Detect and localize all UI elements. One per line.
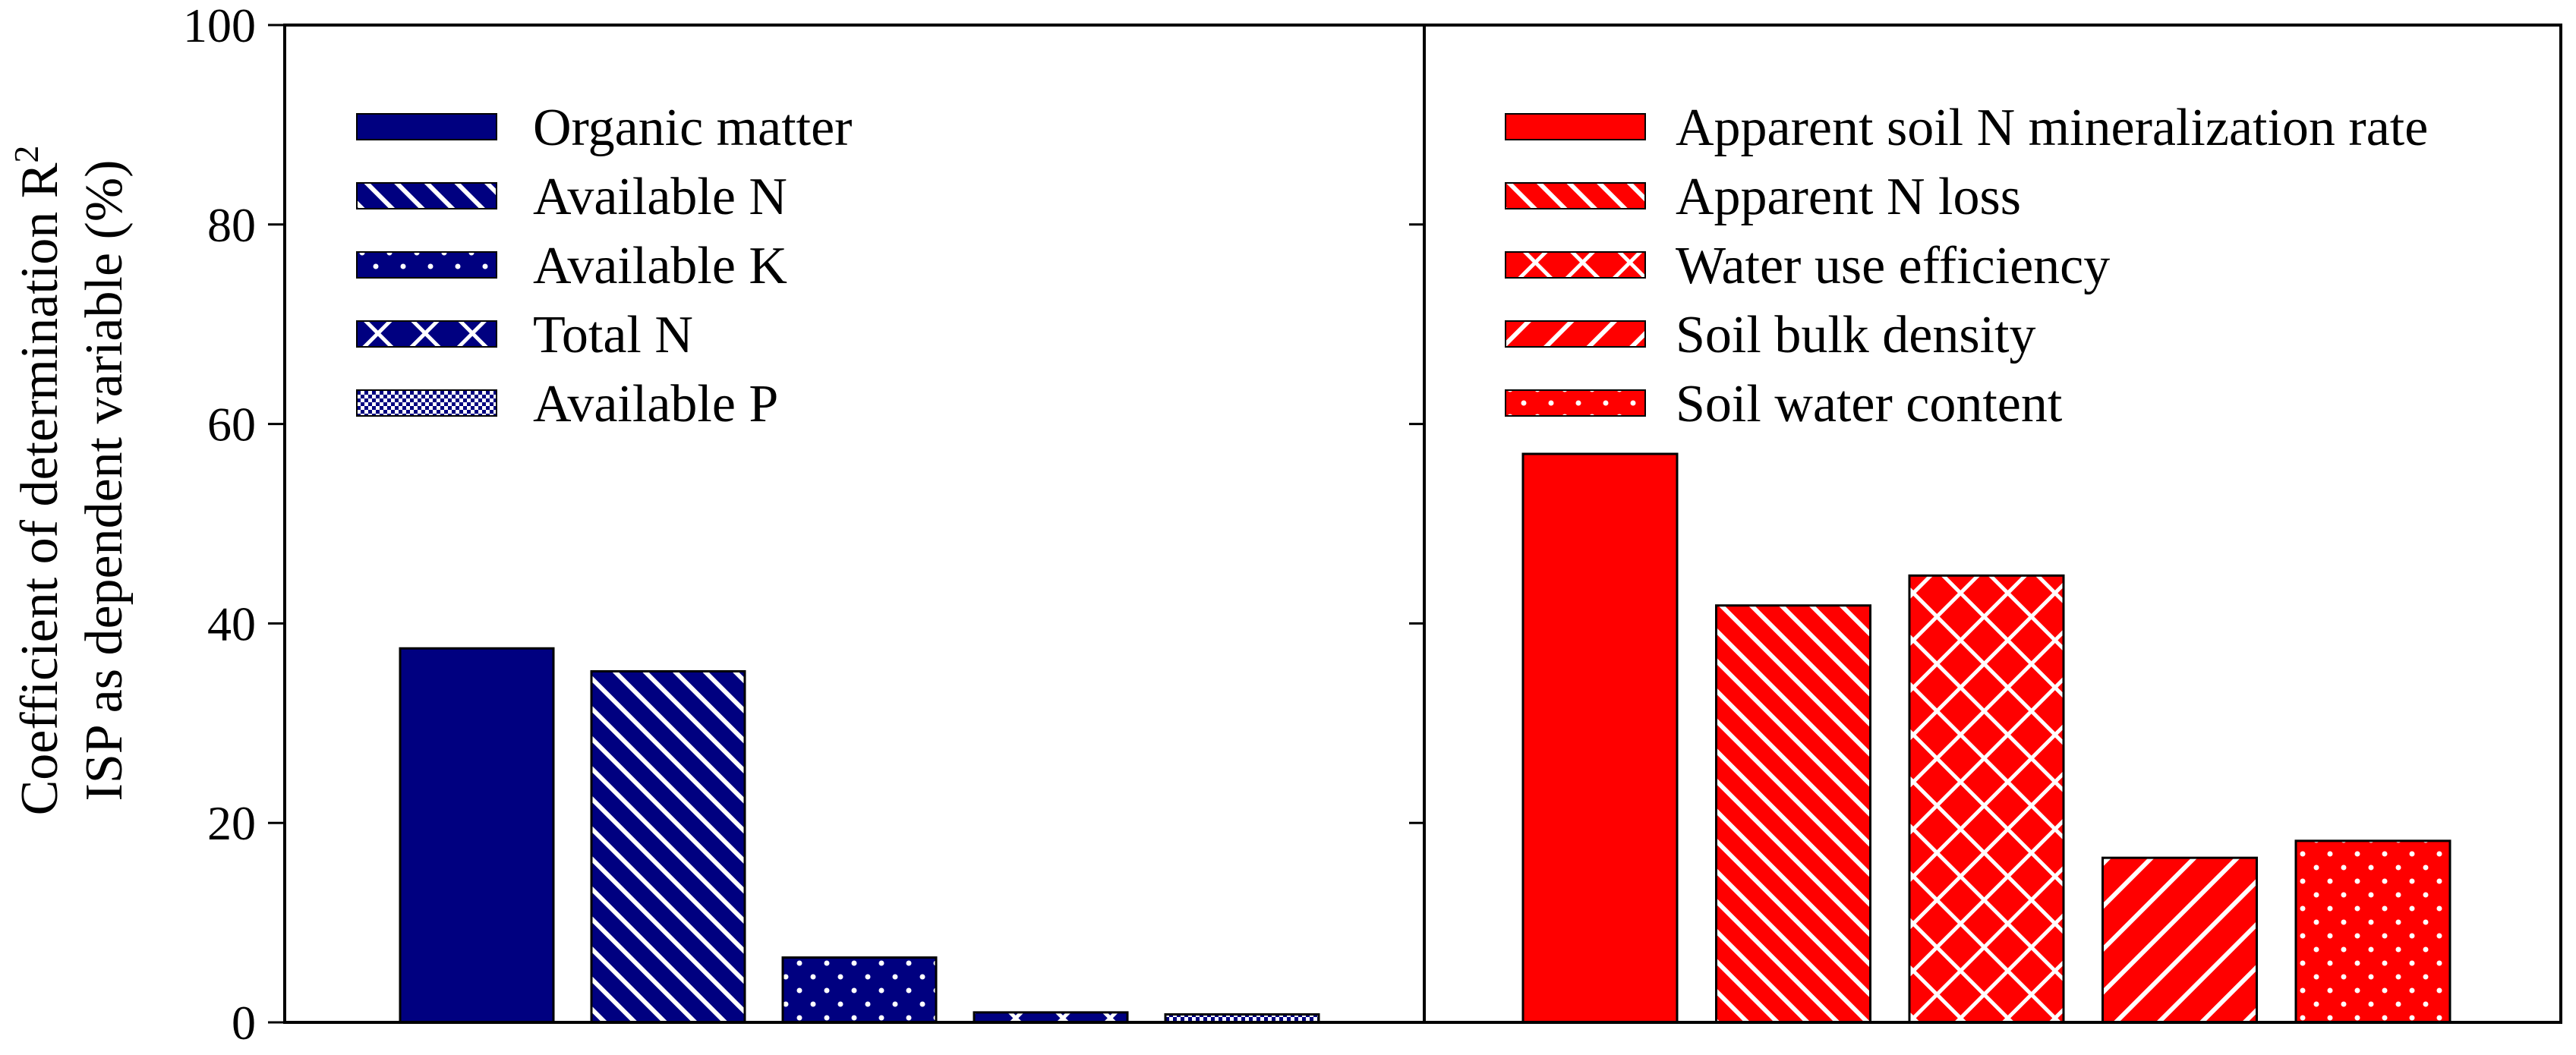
y-axis-title-line1: Coefficient of determination R bbox=[11, 162, 69, 815]
y-axis-title-superscript: 2 bbox=[7, 146, 46, 163]
y-axis-title-line2: ISP as dependent variable (%) bbox=[75, 160, 134, 801]
legend-right: Apparent soil N mineralization rate Appar… bbox=[1505, 99, 2428, 433]
legend-swatch-apparent-soil-n-mineralization-rate bbox=[1505, 113, 1646, 140]
legend-label-soil-water-content: Soil water content bbox=[1676, 375, 2063, 433]
legend-swatch-available-p bbox=[356, 389, 497, 417]
legend-swatch-available-k bbox=[356, 251, 497, 279]
legend-label-available-n: Available N bbox=[533, 168, 787, 226]
axes-layer: 0 20 40 60 80 100 bbox=[183, 0, 2562, 1050]
y-tick-label-0: 0 bbox=[232, 996, 256, 1050]
legend-swatch-soil-water-content bbox=[1505, 389, 1646, 417]
legend-label-available-k: Available K bbox=[533, 237, 787, 295]
bar-available-n bbox=[590, 669, 746, 1024]
legend-layer: Organic matter Available N Available K Tota… bbox=[356, 99, 2428, 433]
y-axis-title: Coefficient of determination R2 ISP as d… bbox=[7, 146, 134, 816]
legend-label-apparent-soil-n-mineralization-rate: Apparent soil N mineralization rate bbox=[1676, 99, 2428, 157]
legend-swatch-total-n bbox=[356, 320, 497, 348]
legend-swatch-organic-matter bbox=[356, 113, 497, 140]
legend-label-organic-matter: Organic matter bbox=[533, 99, 852, 157]
bar-water-use-efficiency bbox=[1908, 574, 2065, 1024]
legend-label-available-p: Available P bbox=[533, 375, 778, 433]
svg-text:Coefficient of determination R: Coefficient of determination R2 bbox=[7, 146, 70, 816]
legend-swatch-apparent-n-loss bbox=[1505, 182, 1646, 209]
y-tick-label-20: 20 bbox=[207, 796, 256, 850]
bar-organic-matter bbox=[399, 647, 555, 1024]
y-tick-label-80: 80 bbox=[207, 198, 256, 252]
bars-layer bbox=[399, 452, 2451, 1024]
legend-swatch-soil-bulk-density bbox=[1505, 320, 1646, 348]
legend-swatch-available-n bbox=[356, 182, 497, 209]
bar-apparent-n-loss bbox=[1715, 604, 1871, 1024]
legend-label-total-n: Total N bbox=[533, 306, 693, 364]
y-tick-label-60: 60 bbox=[207, 398, 256, 452]
legend-label-water-use-efficiency: Water use efficiency bbox=[1676, 237, 2110, 295]
legend-left: Organic matter Available N Available K Tota… bbox=[356, 99, 852, 433]
y-tick-label-40: 40 bbox=[207, 597, 256, 650]
bar-apparent-soil-n-mineralization-rate bbox=[1521, 452, 1679, 1024]
legend-swatch-water-use-efficiency bbox=[1505, 251, 1646, 279]
bar-soil-water-content bbox=[2294, 839, 2451, 1024]
y-tick-label-100: 100 bbox=[183, 0, 256, 52]
bar-available-k bbox=[781, 956, 938, 1024]
legend-label-soil-bulk-density: Soil bulk density bbox=[1676, 306, 2035, 364]
legend-label-apparent-n-loss: Apparent N loss bbox=[1676, 168, 2021, 226]
bar-soil-bulk-density bbox=[2101, 856, 2258, 1024]
